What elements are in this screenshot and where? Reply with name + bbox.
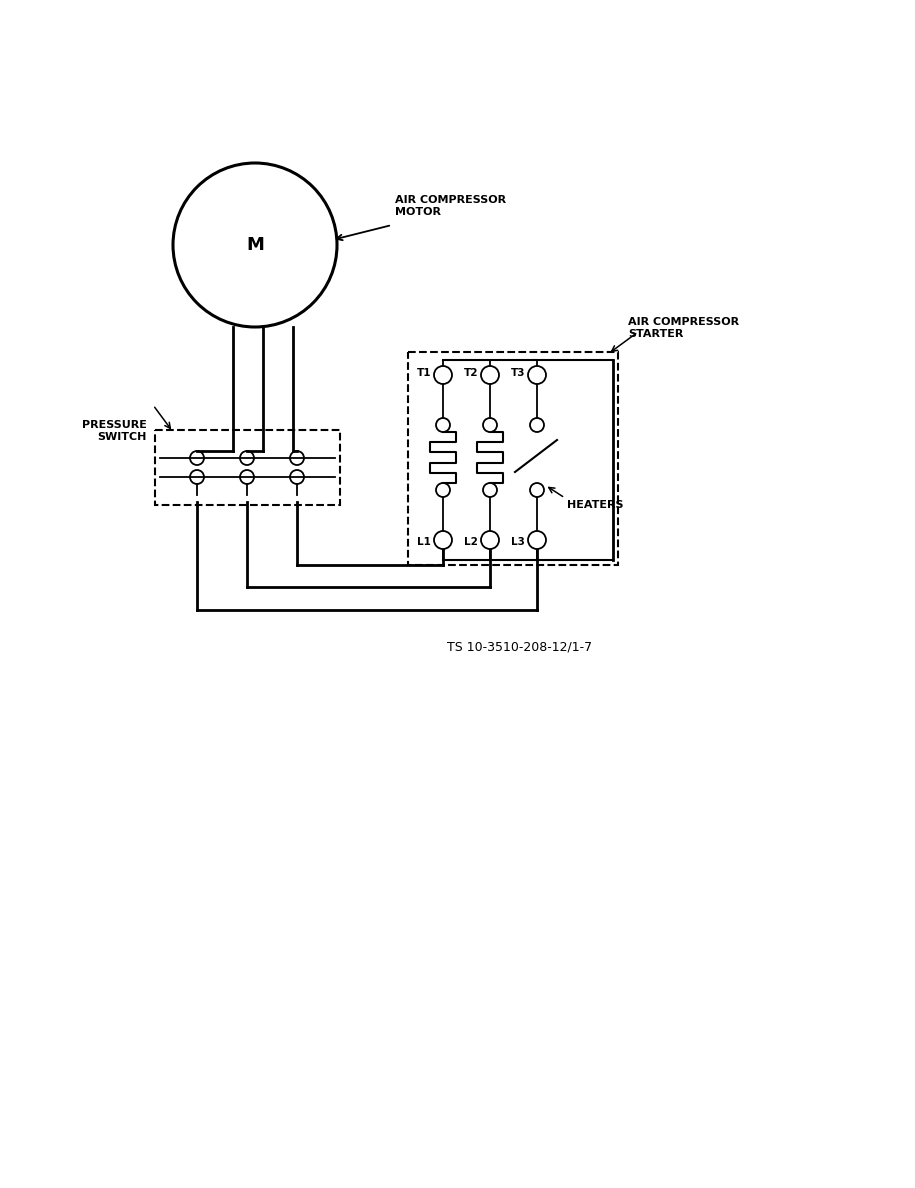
Circle shape [434,366,452,384]
Circle shape [483,484,497,497]
Text: TS 10-3510-208-12/1-7: TS 10-3510-208-12/1-7 [447,640,593,653]
Circle shape [530,484,544,497]
Circle shape [528,531,546,549]
Circle shape [434,531,452,549]
Text: T1: T1 [416,368,431,378]
Circle shape [528,366,546,384]
Text: M: M [246,236,264,254]
Text: AIR COMPRESSOR
STARTER: AIR COMPRESSOR STARTER [628,317,739,339]
Circle shape [481,531,499,549]
Circle shape [530,418,544,432]
Text: PRESSURE
SWITCH: PRESSURE SWITCH [82,421,147,442]
Circle shape [481,366,499,384]
Circle shape [483,418,497,432]
Bar [408,352,618,565]
Text: L1: L1 [417,537,431,546]
Text: L3: L3 [511,537,525,546]
Bar [155,430,340,505]
Text: T2: T2 [464,368,478,378]
Text: AIR COMPRESSOR
MOTOR: AIR COMPRESSOR MOTOR [395,195,506,217]
Text: T3: T3 [511,368,525,378]
Circle shape [436,484,450,497]
Text: L2: L2 [464,537,478,546]
Text: HEATERS: HEATERS [567,500,623,510]
Circle shape [436,418,450,432]
